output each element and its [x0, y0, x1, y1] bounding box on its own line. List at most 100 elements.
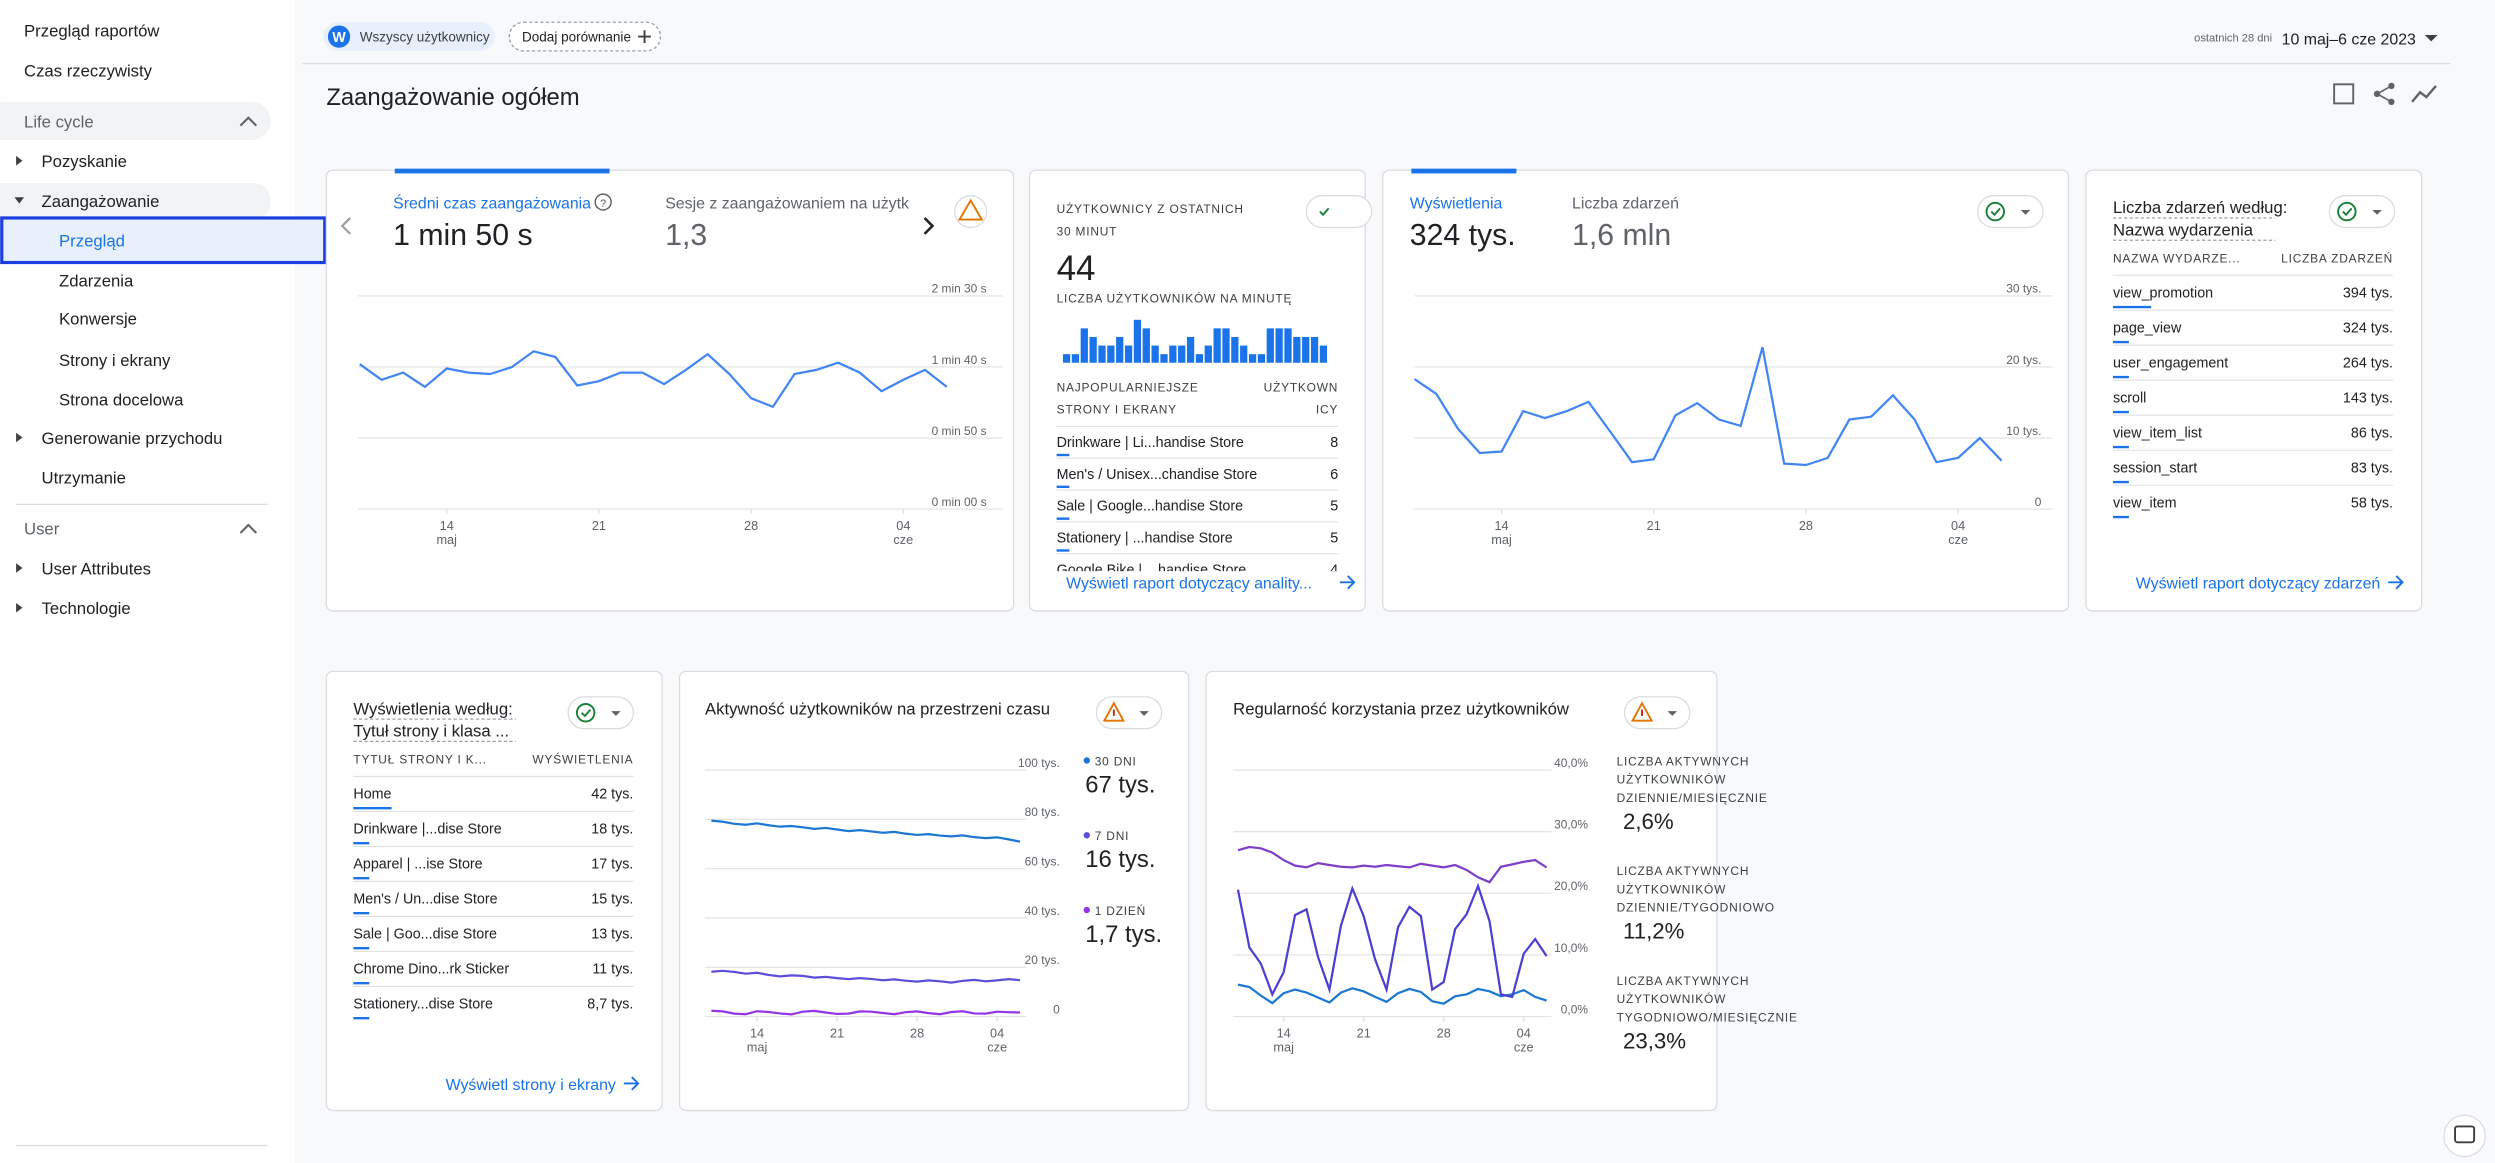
nav-item[interactable]: Konwersje	[59, 310, 137, 329]
status-pill[interactable]	[1977, 195, 2044, 229]
prev-arrow[interactable]	[340, 217, 351, 235]
date-range: 10 maj–6 cze 2023	[2282, 32, 2416, 49]
legend-value: 1,7 tys.	[1085, 921, 1162, 948]
y-tick-label: 40 tys.	[1025, 904, 1060, 918]
bar	[1160, 354, 1168, 363]
card-subtitle: LICZBA UŻYTKOWNIKÓW NA MINUTĘ	[1057, 290, 1293, 305]
nav-item[interactable]: Generowanie przychodu	[42, 429, 223, 448]
date-caret[interactable]	[2424, 35, 2438, 42]
series-line	[1236, 882, 1548, 999]
bar	[1204, 345, 1212, 363]
x-tick-label: 14	[1494, 518, 1508, 533]
row-value: 86 tys.	[2351, 426, 2393, 442]
card-title: 30 MINUT	[1057, 224, 1118, 238]
y-tick-label: 60 tys.	[1025, 854, 1060, 868]
nav-item-bg	[0, 182, 271, 220]
link[interactable]: Wyświetl raport dotyczący anality...	[1066, 576, 1312, 593]
status-pill[interactable]	[2328, 195, 2396, 229]
link-arrow[interactable]	[1339, 575, 1356, 590]
nav-item[interactable]: Przegląd raportów	[24, 22, 160, 41]
nav-item[interactable]: Pozyskanie	[42, 152, 127, 171]
series-line	[711, 969, 1021, 984]
segment-avatar	[327, 25, 351, 48]
row-value: 15 tys.	[591, 892, 633, 908]
expand-arrow[interactable]	[16, 602, 23, 613]
page-title: Zaangażowanie ogółem	[326, 84, 579, 111]
x-tick-label: 21	[1357, 1025, 1371, 1040]
card	[678, 670, 1190, 1112]
card-title: UŻYTKOWNICY Z OSTATNICH	[1057, 202, 1244, 216]
x-tick-label: 21	[592, 518, 606, 533]
status-pill[interactable]	[1623, 696, 1691, 730]
caret	[1667, 711, 1678, 716]
nav-item[interactable]: Zaangażowanie	[42, 192, 160, 211]
link-arrow[interactable]	[2388, 575, 2404, 590]
row-name: scroll	[2113, 391, 2146, 407]
link[interactable]: Wyświetl strony i ekrany	[446, 1077, 616, 1094]
card-title: Nazwa wydarzenia	[2113, 220, 2254, 239]
insights-icon[interactable]	[2411, 85, 2437, 103]
nav-item[interactable]: Strony i ekrany	[59, 351, 171, 370]
row-name: Chrome Dino...rk Sticker	[353, 962, 509, 978]
row-name: Drinkware | Li...handise Store	[1057, 435, 1244, 451]
legend-dot	[1083, 832, 1090, 839]
bar	[1178, 345, 1186, 363]
nav-item[interactable]: Przegląd	[59, 232, 125, 251]
status-pill[interactable]	[1305, 195, 1373, 229]
compare-chip[interactable]	[508, 21, 662, 52]
status-pill[interactable]	[1095, 696, 1163, 730]
customize-icon[interactable]	[2333, 83, 2355, 105]
row-value: 11 tys.	[592, 962, 633, 978]
row-value: 83 tys.	[2351, 461, 2393, 477]
share-icon[interactable]	[2373, 82, 2395, 106]
expand-arrow[interactable]	[16, 563, 23, 573]
y-tick-label: 40,0%	[1554, 756, 1588, 770]
row-value: 6	[1330, 467, 1338, 483]
chevron-up[interactable]	[239, 116, 258, 127]
chevron-up[interactable]	[239, 523, 258, 534]
row-value: 5	[1330, 531, 1338, 547]
nav-item[interactable]: Strona docelowa	[59, 391, 184, 410]
column-header: UŻYTKOWN	[1264, 380, 1339, 394]
feedback-button[interactable]	[2443, 1114, 2486, 1158]
collapse-arrow[interactable]	[14, 197, 25, 204]
active-tab-indicator	[394, 168, 610, 174]
nav-item[interactable]: Utrzymanie	[42, 469, 126, 488]
legend-value: 23,3%	[1623, 1028, 1686, 1053]
row-value: 5	[1330, 499, 1338, 515]
segment-chip[interactable]	[323, 22, 495, 51]
card	[1382, 169, 2070, 612]
ok-check	[2342, 207, 2353, 217]
card	[2085, 169, 2423, 612]
y-tick-label: 0	[2035, 495, 2042, 509]
warning-icon	[957, 198, 984, 221]
nav-item[interactable]: Technologie	[42, 599, 131, 618]
nav-item[interactable]: Zdarzenia	[59, 271, 134, 290]
expand-arrow[interactable]	[16, 155, 23, 166]
x-tick-sublabel: maj	[436, 532, 457, 547]
nav-item[interactable]: Czas rzeczywisty	[24, 61, 153, 80]
selected-nav-box[interactable]	[0, 216, 327, 265]
expand-arrow[interactable]	[16, 432, 23, 443]
row-name: user_engagement	[2113, 356, 2228, 372]
tab-label: Liczba zdarzeń	[1572, 195, 1679, 212]
x-tick-sublabel: cze	[987, 1040, 1007, 1055]
legend-label: LICZBA AKTYWNYCH	[1617, 864, 1750, 878]
row-value: 8	[1330, 435, 1338, 451]
x-tick-label: 28	[1437, 1025, 1451, 1040]
status-pill[interactable]	[567, 696, 635, 730]
tab-value: 1 min 50 s	[393, 219, 532, 252]
link-arrow[interactable]	[623, 1076, 640, 1091]
x-tick-sublabel: cze	[1514, 1040, 1534, 1055]
legend-label: LICZBA AKTYWNYCH	[1617, 754, 1750, 768]
y-tick-label: 10,0%	[1554, 941, 1588, 955]
warning-icon	[1102, 701, 1126, 722]
next-arrow[interactable]	[923, 217, 935, 235]
bar	[1266, 328, 1274, 363]
link[interactable]: Wyświetl raport dotyczący zdarzeń	[2136, 576, 2380, 593]
nav-item[interactable]: User Attributes	[42, 559, 151, 578]
legend-value: 2,6%	[1623, 809, 1674, 834]
series-line	[711, 1009, 1021, 1016]
help-icon[interactable]	[594, 193, 612, 211]
bar	[1133, 319, 1142, 363]
